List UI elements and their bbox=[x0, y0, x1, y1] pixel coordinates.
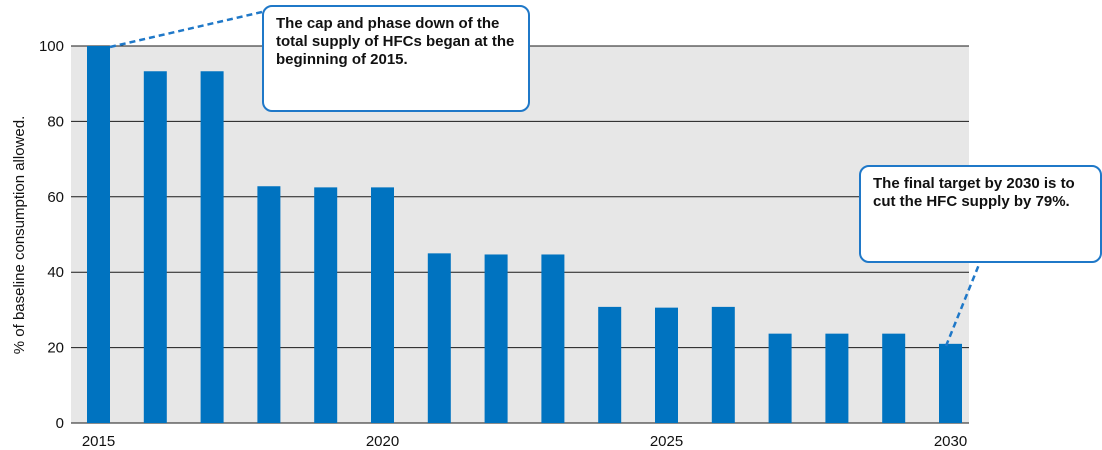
bar-2022 bbox=[484, 254, 508, 423]
y-tick-label: 100 bbox=[39, 38, 64, 55]
y-tick-label: 80 bbox=[47, 113, 64, 130]
x-tick-label: 2020 bbox=[366, 433, 399, 450]
bar-2023 bbox=[541, 254, 565, 423]
bar-2021 bbox=[427, 253, 451, 423]
bars bbox=[87, 46, 962, 423]
x-tick-label: 2015 bbox=[82, 433, 115, 450]
bar-2015 bbox=[87, 46, 110, 423]
bar-2026 bbox=[711, 306, 735, 423]
bar-2017 bbox=[200, 71, 224, 423]
y-axis-label: % of baseline consumption allowed. bbox=[11, 116, 28, 354]
annotation-callout-target: The final target by 2030 is to cut the H… bbox=[859, 165, 1102, 263]
bar-2027 bbox=[768, 333, 792, 423]
bar-2028 bbox=[825, 333, 849, 423]
callout-1-leader bbox=[109, 10, 263, 49]
x-axis-ticks: 2015 2020 2025 2030 bbox=[82, 433, 967, 450]
bar-2020 bbox=[371, 187, 394, 423]
callout-2-leader bbox=[944, 261, 982, 347]
x-tick-label: 2025 bbox=[650, 433, 683, 450]
y-tick-label: 20 bbox=[47, 340, 64, 357]
bar-2029 bbox=[882, 333, 906, 423]
annotation-callout-start: The cap and phase down of the total supp… bbox=[262, 5, 530, 112]
y-axis-ticks: 0 20 40 60 80 100 bbox=[39, 38, 64, 432]
y-tick-label: 0 bbox=[56, 415, 64, 432]
bar-2024 bbox=[598, 306, 622, 423]
bar-2025 bbox=[655, 307, 678, 423]
y-tick-label: 40 bbox=[47, 264, 64, 281]
x-tick-label: 2030 bbox=[934, 433, 967, 450]
bar-2016 bbox=[143, 71, 167, 423]
y-tick-label: 60 bbox=[47, 189, 64, 206]
bar-2018 bbox=[257, 186, 281, 423]
bar-2030 bbox=[939, 343, 962, 423]
bar-2019 bbox=[314, 187, 338, 423]
